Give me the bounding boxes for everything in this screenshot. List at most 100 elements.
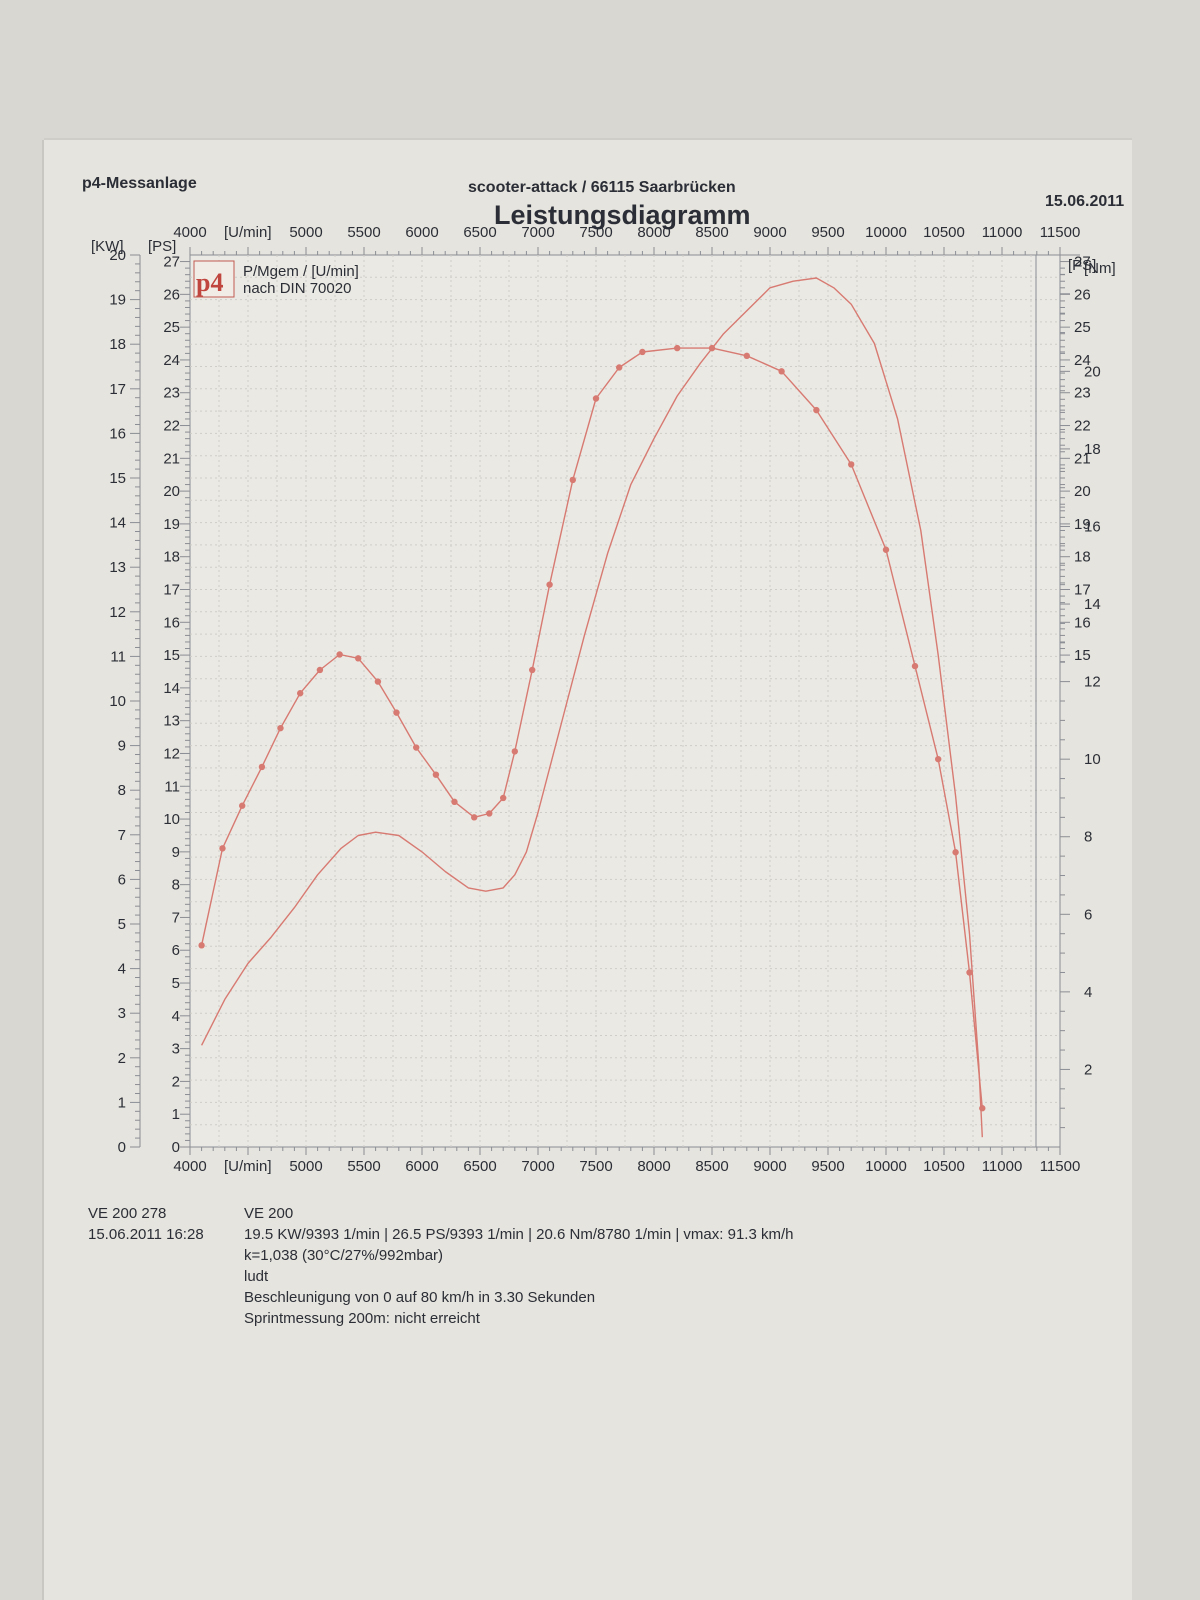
ps-axis-label: [PS]: [148, 238, 176, 255]
x-tick-label-top: 8500: [695, 224, 728, 241]
ps-tick-label: 9: [172, 844, 180, 861]
legend-logo-text: p4: [196, 268, 223, 297]
x-tick-label-top: 11500: [1040, 224, 1081, 241]
nm-tick-label: 12: [1084, 674, 1101, 691]
x-tick-label-top: 8000: [637, 224, 670, 241]
torque-data-point: [882, 546, 890, 553]
nm-tick-label: 2: [1084, 1061, 1092, 1078]
acceleration-result: Beschleunigung von 0 auf 80 km/h in 3.30…: [244, 1289, 596, 1306]
torque-data-point: [471, 814, 478, 821]
ps-tick-label: 25: [163, 319, 180, 336]
kw-tick-label: 14: [109, 515, 126, 532]
torque-data-point: [616, 364, 623, 371]
right-ps-tick-label: 22: [1074, 418, 1091, 435]
x-tick-label-top: 7500: [579, 224, 612, 241]
x-tick-label-top: 9500: [811, 224, 844, 241]
x-tick-label-top: 10000: [865, 224, 907, 241]
x-tick-label-top: 7000: [521, 224, 554, 241]
x-tick-label-top: 10500: [923, 224, 965, 241]
x-tick-label-top: 5000: [289, 224, 322, 241]
x-tick-label: 5500: [347, 1158, 380, 1175]
kw-tick-label: 7: [118, 827, 126, 844]
torque-data-point: [219, 845, 226, 852]
vehicle-id: VE 200 278: [88, 1205, 167, 1222]
ps-tick-label: 0: [172, 1139, 180, 1156]
ps-tick-label: 5: [172, 975, 180, 992]
torque-data-point: [432, 771, 440, 778]
ps-tick-label: 2: [172, 1073, 180, 1090]
ps-tick-label: 10: [163, 811, 180, 828]
chart-title: Leistungsdiagramm: [494, 200, 751, 230]
ps-tick-label: 24: [163, 352, 180, 369]
nm-tick-label: 14: [1084, 596, 1101, 613]
kw-tick-label: 16: [109, 425, 126, 442]
ps-tick-label: 18: [163, 549, 180, 566]
x-tick-label: 9000: [753, 1158, 786, 1175]
torque-data-point: [451, 798, 458, 806]
x-tick-label: 8000: [637, 1158, 670, 1175]
torque-data-point: [911, 662, 919, 670]
kw-tick-label: 17: [109, 381, 126, 398]
torque-data-point: [979, 1105, 986, 1112]
torque-data-point: [239, 802, 246, 809]
x-tick-label: 11500: [1040, 1158, 1081, 1175]
torque-data-point: [393, 709, 400, 716]
torque-data-point: [413, 744, 420, 751]
torque-data-point: [952, 849, 959, 856]
right-ps-tick-label: 17: [1074, 582, 1091, 599]
kw-tick-label: 18: [109, 336, 126, 353]
peak-values: 19.5 KW/9393 1/min | 26.5 PS/9393 1/min …: [244, 1226, 794, 1243]
torque-data-point: [258, 763, 266, 771]
ps-tick-label: 7: [172, 909, 180, 926]
right-ps-tick-label: 19: [1074, 516, 1091, 533]
kw-tick-label: 8: [118, 782, 126, 799]
torque-data-point: [546, 581, 553, 588]
ps-tick-label: 13: [163, 713, 180, 730]
nm-tick-label: 6: [1084, 906, 1092, 923]
right-ps-tick-label: 21: [1074, 450, 1091, 467]
company-name: p4-Messanlage: [82, 175, 197, 192]
nm-tick-label: 20: [1084, 363, 1101, 380]
ps-tick-label: 19: [163, 516, 180, 533]
x-tick-label: 6000: [405, 1158, 438, 1175]
x-tick-label-top: 5500: [347, 224, 380, 241]
torque-data-point: [336, 651, 343, 658]
kw-tick-label: 12: [109, 604, 126, 621]
power-curve: [200, 277, 983, 1138]
x-tick-label-top: 4000: [173, 224, 206, 241]
kw-tick-label: 0: [118, 1139, 126, 1156]
torque-data-point: [778, 368, 785, 375]
legend-box: p4 P/Mgem / [U/min] nach DIN 70020: [193, 260, 359, 298]
x-tick-label: 4000: [173, 1158, 206, 1175]
torque-data-point: [486, 810, 493, 817]
torque-data-point: [674, 344, 681, 352]
measurement-datetime: 15.06.2011 16:28: [88, 1226, 204, 1243]
x-axis-label-top: [U/min]: [224, 224, 272, 241]
x-tick-label: 7000: [521, 1158, 554, 1175]
kw-tick-label: 9: [118, 738, 126, 755]
nm-tick-label: 4: [1084, 984, 1092, 1001]
kw-tick-label: 19: [109, 292, 126, 309]
torque-data-point: [592, 395, 600, 402]
ps-tick-label: 21: [163, 450, 180, 467]
right-ps-tick-label: 16: [1074, 614, 1091, 631]
kw-tick-label: 10: [109, 693, 126, 710]
torque-data-point: [316, 666, 324, 674]
ps-tick-label: 4: [172, 1008, 180, 1025]
ps-tick-label: 23: [163, 385, 180, 402]
torque-data-point: [297, 690, 304, 697]
series-layer: [198, 277, 986, 1138]
ps-tick-label: 17: [163, 582, 180, 599]
nm-axis-label: [Nm]: [1084, 260, 1116, 277]
x-axis-label: [U/min]: [224, 1158, 272, 1175]
kw-tick-label: 11: [110, 648, 126, 665]
torque-data-point: [813, 406, 820, 414]
right-ps-tick-label: 27: [1074, 254, 1091, 271]
x-tick-label: 7500: [579, 1158, 612, 1175]
torque-data-point: [966, 969, 973, 976]
right-ps-tick-label: 23: [1074, 385, 1091, 402]
vehicle-name: VE 200: [244, 1205, 294, 1222]
nm-tick-label: 16: [1084, 518, 1101, 535]
legend-logo: [193, 260, 235, 298]
